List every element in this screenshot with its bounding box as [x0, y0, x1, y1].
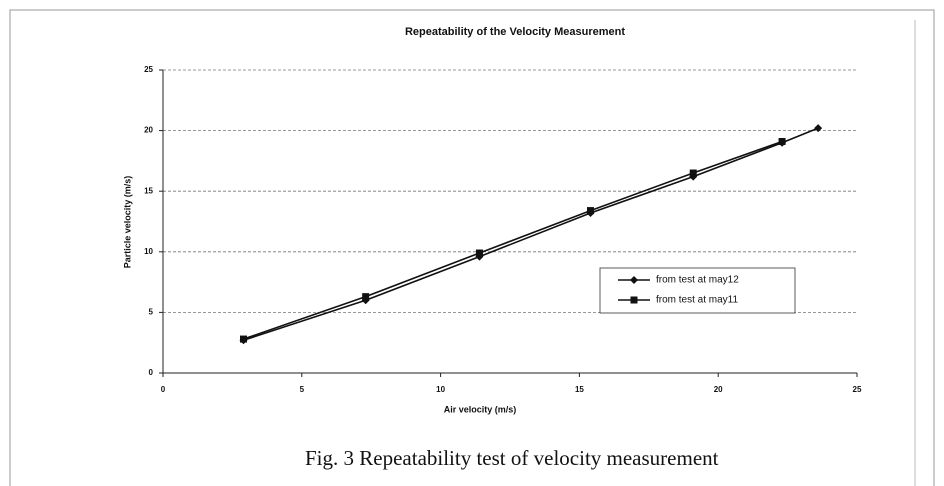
y-tick-label: 5	[149, 308, 154, 317]
x-tick-label: 5	[300, 385, 305, 394]
x-axis-label: Air velocity (m/s)	[444, 404, 517, 414]
chart-title: Repeatability of the Velocity Measuremen…	[405, 26, 625, 38]
marker	[587, 207, 595, 215]
x-tick-label: 15	[575, 385, 584, 394]
x-tick-label: 0	[161, 385, 166, 394]
legend-label: from test at may12	[656, 275, 739, 286]
x-tick-label: 20	[714, 385, 723, 394]
caption: Fig. 3 Repeatability test of velocity me…	[305, 446, 719, 470]
y-tick-label: 20	[144, 126, 153, 135]
legend-box	[599, 267, 796, 314]
x-tick-label: 25	[853, 385, 862, 394]
y-tick-label: 10	[144, 247, 153, 256]
marker	[814, 124, 823, 133]
legend-marker	[630, 296, 638, 304]
marker	[362, 293, 370, 301]
y-tick-label: 0	[149, 368, 154, 377]
marker	[240, 335, 248, 343]
y-tick-label: 25	[144, 65, 153, 74]
x-tick-label: 10	[436, 385, 445, 394]
marker	[689, 169, 697, 177]
frame	[9, 9, 935, 486]
marker	[778, 138, 786, 146]
legend-marker	[630, 276, 638, 284]
marker	[475, 249, 483, 257]
y-tick-label: 15	[144, 186, 153, 195]
marker	[475, 252, 484, 261]
y-axis-label: Particle velocity (m/s)	[122, 176, 132, 269]
series-line	[243, 140, 783, 340]
legend-label: from test at may11	[656, 295, 739, 306]
